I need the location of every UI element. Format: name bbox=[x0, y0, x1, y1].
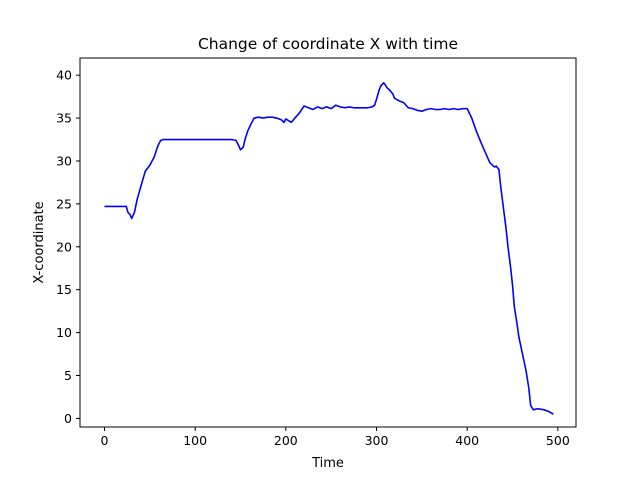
x-tick-label: 400 bbox=[455, 433, 479, 448]
y-tick-label: 35 bbox=[56, 111, 72, 126]
series-group bbox=[104, 82, 554, 415]
y-tick-label: 5 bbox=[64, 368, 72, 383]
x-tick-label: 500 bbox=[546, 433, 570, 448]
y-tick-label: 10 bbox=[56, 325, 72, 340]
y-tick-label: 40 bbox=[56, 68, 72, 83]
y-axis-label: X-coordinate bbox=[32, 201, 47, 283]
y-tick-label: 15 bbox=[56, 282, 72, 297]
y-tick-label: 0 bbox=[64, 411, 72, 426]
plot-frame bbox=[79, 57, 577, 428]
x-tick-label: 200 bbox=[274, 433, 298, 448]
x-tick-label: 300 bbox=[365, 433, 389, 448]
chart-title: Change of coordinate X with time bbox=[198, 35, 458, 53]
x-tick-label: 0 bbox=[101, 433, 109, 448]
y-tick-label: 20 bbox=[56, 239, 72, 254]
y-axis-ticks: 0 5 10 15 20 25 30 35 40 bbox=[56, 68, 80, 426]
x-tick-label: 100 bbox=[183, 433, 207, 448]
y-tick-label: 30 bbox=[56, 153, 72, 168]
x-axis-label: Time bbox=[311, 456, 344, 471]
x-axis-ticks: 0 100 200 300 400 500 bbox=[101, 427, 570, 448]
series-line-0 bbox=[104, 82, 554, 415]
y-tick-label: 25 bbox=[56, 196, 72, 211]
